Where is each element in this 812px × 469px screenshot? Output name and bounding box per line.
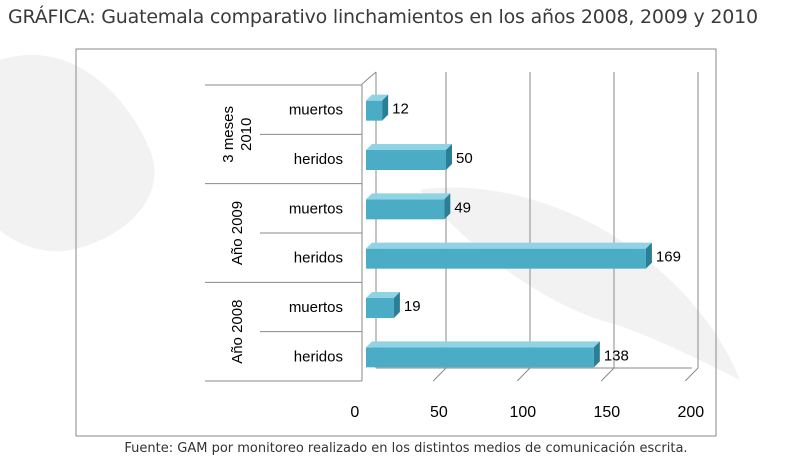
- bar-side: [446, 144, 452, 170]
- gridlines: [205, 71, 699, 382]
- bar-front: [366, 248, 646, 269]
- group-label: Año 2008: [229, 300, 246, 364]
- x-tick-label: 150: [593, 404, 620, 421]
- group-label: 2010: [238, 118, 255, 151]
- data-label: 138: [604, 347, 629, 364]
- category-labels: 3 meses 2010 muertos heridos Año 2009 muertos…: [205, 84, 362, 365]
- source-note: Fuente: GAM por monitoreo realizado en l…: [124, 441, 688, 456]
- x-tick-label: 50: [430, 404, 448, 421]
- bar-front: [366, 298, 394, 318]
- category-label: heridos: [294, 250, 343, 267]
- bar-top: [366, 144, 452, 150]
- map-shape: [0, 54, 155, 252]
- bar-front: [366, 100, 383, 121]
- data-label: 50: [456, 150, 473, 167]
- category-label: muertos: [289, 299, 343, 316]
- bar: [366, 94, 389, 121]
- bar-top: [366, 242, 652, 249]
- group-label: 3 meses: [220, 106, 237, 163]
- bar-top: [366, 341, 600, 348]
- axis-top-line: [361, 71, 377, 85]
- category-label: heridos: [294, 348, 343, 365]
- bar-side: [382, 94, 389, 121]
- gridline-floor: [516, 367, 531, 382]
- bar-top: [366, 292, 400, 298]
- bar: [366, 292, 400, 318]
- group-label: Año 2009: [229, 201, 246, 265]
- gridline-floor: [684, 367, 699, 382]
- x-tick-label: 200: [677, 404, 704, 421]
- category-label: muertos: [289, 102, 343, 119]
- bar-front: [366, 347, 594, 368]
- data-label: 12: [392, 101, 409, 118]
- background-map: [0, 54, 740, 380]
- bar: [366, 144, 452, 170]
- bar: [366, 242, 652, 269]
- chart-frame: [75, 48, 717, 437]
- bar: [366, 193, 451, 220]
- bar-side: [444, 193, 451, 220]
- bar-top: [366, 94, 389, 101]
- category-label: muertos: [289, 200, 343, 217]
- map-shape: [420, 187, 740, 380]
- gridline-floor: [600, 367, 615, 382]
- x-axis-ticks: 0 50 100 150 200: [350, 404, 704, 421]
- data-label: 49: [454, 199, 471, 216]
- x-tick-label: 100: [509, 404, 536, 421]
- bar: [366, 341, 600, 368]
- bar-side: [645, 242, 652, 269]
- category-label: heridos: [294, 151, 343, 168]
- bar-side: [393, 292, 400, 318]
- bar-front: [366, 150, 446, 170]
- x-tick-label: 0: [350, 404, 359, 421]
- data-label: 19: [404, 298, 421, 315]
- bar-top: [366, 193, 451, 200]
- data-label: 169: [656, 249, 681, 266]
- chart-title: GRÁFICA: Guatemala comparativo linchamie…: [8, 6, 758, 28]
- bar-front: [366, 199, 445, 220]
- bars: 12 50 49 169 19 138: [366, 94, 681, 368]
- gridline-floor: [432, 367, 447, 382]
- bar-side: [593, 341, 600, 368]
